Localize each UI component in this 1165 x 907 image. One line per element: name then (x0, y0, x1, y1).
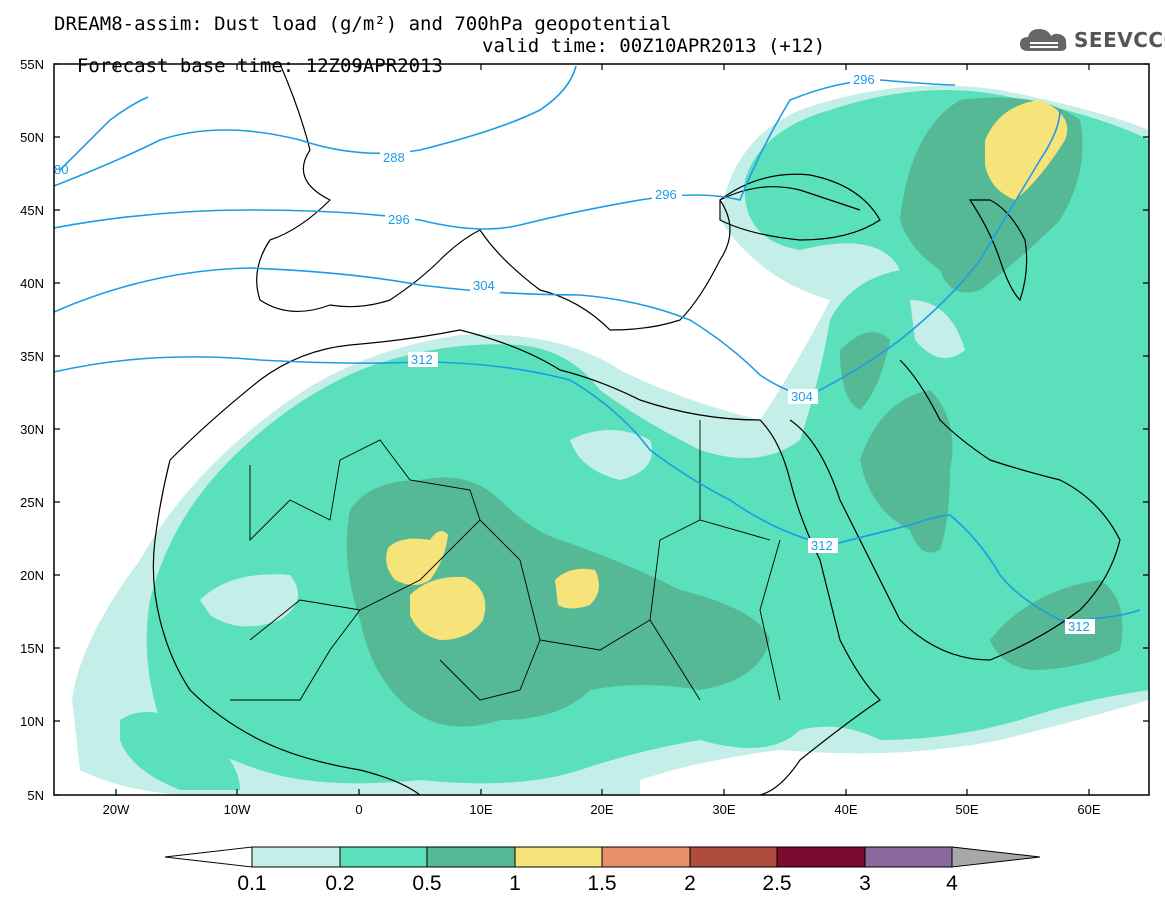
lon-label: 60E (1077, 802, 1100, 817)
contour-label: 296 (388, 212, 410, 227)
legend-level-label: 0.2 (325, 872, 355, 895)
legend-level-label: 4 (946, 872, 958, 895)
cloud-logo-icon (1020, 29, 1067, 51)
contour-label: 288 (383, 150, 405, 165)
lon-label: 30E (712, 802, 735, 817)
lat-label: 15N (20, 641, 44, 656)
contour-label: 304 (473, 278, 495, 293)
lon-label: 40E (834, 802, 857, 817)
dust-level-0.1-pocket (570, 430, 652, 480)
black-sea-coastline (719, 173, 881, 241)
lon-label: 20W (103, 802, 130, 817)
contour-line-80 (59, 96, 149, 171)
legend-level-label: 0.5 (412, 872, 442, 895)
legend-swatch (339, 846, 428, 868)
lat-label: 20N (20, 568, 44, 583)
legend-overflow-triangle (951, 846, 1041, 868)
lat-label: 25N (20, 495, 44, 510)
dust-level-0.5-area-arabia (990, 580, 1123, 670)
legend-swatch (864, 846, 953, 868)
contour-label: 296 (853, 72, 875, 87)
seevccc-logo: SEEVCCC (1018, 22, 1165, 58)
europe-coastline (256, 64, 861, 331)
dust-level-0.1-pocket (910, 300, 965, 358)
map-title: DREAM8-assim: Dust load (g/m²) and 700hP… (54, 13, 672, 35)
legend-level-label: 1 (509, 872, 521, 895)
color-legend (164, 846, 1041, 868)
contour-label: 80 (54, 162, 68, 177)
legend-underflow-triangle (164, 846, 253, 868)
forecast-base-time: Forecast base time: 12Z09APR2013 (76, 55, 443, 77)
legend-swatch (514, 846, 603, 868)
contour-label: 296 (655, 187, 677, 202)
lon-label: 0 (355, 802, 362, 817)
arabia-coastline (789, 359, 1121, 661)
legend-level-label: 3 (859, 872, 871, 895)
legend-level-label: 2 (684, 872, 696, 895)
lat-label: 30N (20, 422, 44, 437)
west-africa-coastline (152, 459, 421, 795)
contour-label: 312 (811, 538, 833, 553)
longitude-labels: 20W 10W 0 10E 20E 30E 40E 50E 60E (103, 802, 1101, 817)
dust-level-1-area (410, 576, 486, 640)
lat-label: 55N (20, 57, 44, 72)
legend-swatch (776, 846, 866, 868)
legend-level-label: 0.1 (237, 872, 267, 895)
lat-label: 45N (20, 203, 44, 218)
lat-label: 50N (20, 130, 44, 145)
axis-ticks (54, 63, 1149, 796)
lat-label: 5N (27, 788, 44, 803)
dust-level-1-area (985, 100, 1068, 200)
dust-field (72, 85, 1149, 795)
coastlines (152, 64, 1121, 795)
lon-label: 50E (955, 802, 978, 817)
legend-swatch (426, 846, 516, 868)
contour-label: 304 (791, 389, 813, 404)
contour-line-296-west (54, 79, 956, 230)
legend-swatch (251, 846, 341, 868)
dust-level-1-area (386, 531, 448, 585)
contour-line-304 (54, 109, 1061, 396)
forecast-time-line: Forecast base time: 12Z09APR2013 valid t… (54, 36, 825, 96)
contour-label: 312 (411, 352, 433, 367)
dust-level-0.5-area-levant (840, 332, 890, 410)
dust-level-0.5-area-east (860, 390, 953, 553)
dust-level-0.1-pocket (200, 574, 298, 627)
borders (230, 420, 781, 701)
contour-line-312 (54, 356, 1141, 621)
valid-time: valid time: 00Z10APR2013 (+12) (482, 35, 826, 57)
legend-level-label: 1.5 (587, 872, 617, 895)
dust-level-0.2-area-west (120, 712, 240, 790)
lon-label: 10E (469, 802, 492, 817)
dust-level-1-area (555, 568, 599, 609)
legend-swatch (601, 846, 691, 868)
geopotential-contours (54, 65, 1141, 621)
legend-swatch (689, 846, 778, 868)
logo-text: SEEVCCC (1074, 28, 1165, 52)
contour-labels: 80 288 296 296 296 304 312 304 312 312 (54, 72, 1095, 634)
contour-label: 312 (1068, 619, 1090, 634)
legend-level-label: 2.5 (762, 872, 792, 895)
lat-label: 10N (20, 714, 44, 729)
lon-label: 20E (590, 802, 613, 817)
contour-line-288 (54, 65, 577, 187)
africa-coastline (169, 329, 881, 795)
lon-label: 10W (224, 802, 251, 817)
latitude-labels: 55N 50N 45N 40N 35N 30N 25N 20N 15N 10N … (20, 57, 44, 803)
lat-label: 35N (20, 349, 44, 364)
lat-label: 40N (20, 276, 44, 291)
